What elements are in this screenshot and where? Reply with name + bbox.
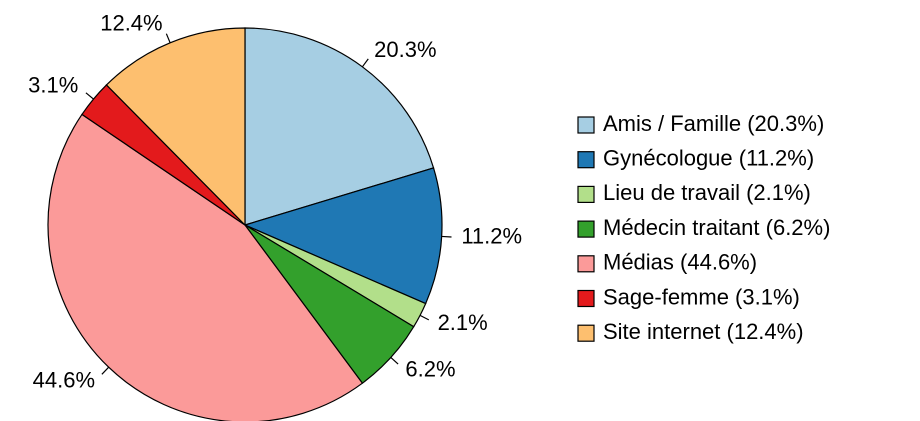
pie-slice [243, 167, 443, 305]
data-label: 20.3% [374, 37, 436, 62]
pie-slice [244, 27, 435, 226]
leader-line [419, 314, 430, 321]
legend-label: Sage-femme (3.1%) [603, 284, 800, 309]
legend-label: Lieu de travail (2.1%) [603, 180, 811, 205]
leader-line [361, 58, 369, 68]
legend-swatch [577, 151, 595, 169]
leader-line [390, 357, 399, 365]
data-label: 44.6% [33, 367, 95, 392]
data-label: 2.1% [438, 310, 488, 335]
data-label: 12.4% [100, 10, 162, 35]
pie-slice [105, 27, 246, 227]
legend-swatch [577, 185, 595, 203]
legend-swatch [577, 324, 595, 342]
leader-line [101, 366, 110, 375]
legend-label: Gynécologue (11.2%) [603, 146, 814, 171]
legend-label: Site internet (12.4%) [603, 319, 804, 344]
legend-label: Amis / Famille (20.3%) [603, 111, 824, 136]
leader-line [165, 33, 171, 44]
legend-label: Médias (44.6%) [603, 250, 757, 275]
data-label: 3.1% [28, 72, 78, 97]
legend-label: Médecin traitant (6.2%) [603, 215, 830, 240]
data-label: 6.2% [405, 357, 455, 382]
legend-swatch [577, 289, 595, 308]
legend-swatch [577, 220, 595, 238]
legend-swatch [577, 255, 595, 273]
data-label: 11.2% [461, 223, 522, 248]
leader-line [85, 92, 94, 100]
leader-line [441, 235, 452, 238]
legend-swatch [577, 116, 595, 134]
